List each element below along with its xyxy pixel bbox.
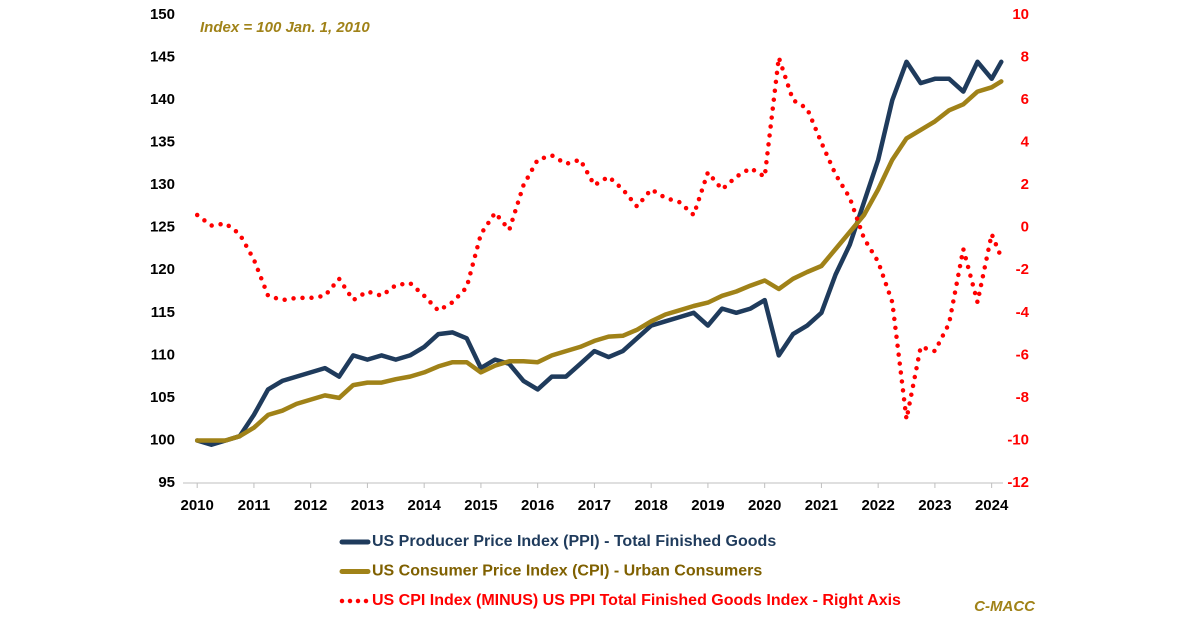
y-tick-label: 125 [150,219,175,236]
x-tick-label: 2023 [918,497,951,514]
y-tick-label: 115 [151,304,175,321]
y-tick-label: 130 [150,176,175,193]
y2-tick-label: -12 [1007,474,1029,491]
y-tick-label: 110 [151,346,175,363]
x-tick-label: 2010 [180,497,213,514]
y2-tick-label: 8 [1021,49,1029,66]
y-tick-label: 100 [150,431,175,448]
series-line [194,79,1004,443]
y-tick-label: 145 [150,49,175,66]
y2-tick-label: -4 [1016,304,1030,321]
legend-label: US CPI Index (MINUS) US PPI Total Finish… [372,592,901,609]
x-tick-label: 2022 [861,497,894,514]
x-tick-label: 2011 [238,497,271,514]
y2-tick-label: 10 [1012,6,1029,23]
annotation: Index = 100 Jan. 1, 2010 [200,19,370,36]
y2-tick-label: 2 [1021,176,1029,193]
x-tick-label: 2019 [691,497,724,514]
y2-tick-label: -6 [1016,346,1029,363]
y2-tick-label: 0 [1021,219,1029,236]
x-tick-label: 2017 [578,497,611,514]
y-tick-label: 120 [150,261,175,278]
x-tick-label: 2016 [521,497,554,514]
y-tick-label: 95 [158,474,175,491]
y-tick-label: 105 [150,389,175,406]
x-tick-label: 2020 [748,497,781,514]
legend-label: US Producer Price Index (PPI) - Total Fi… [372,533,776,550]
x-tick-label: 2015 [464,497,497,514]
x-tick-label: 2014 [407,497,441,514]
y-tick-label: 150 [150,6,175,23]
y2-tick-label: 4 [1021,134,1030,151]
x-tick-label: 2024 [975,497,1009,514]
y-tick-label: 135 [150,134,175,151]
x-tick-label: 2021 [805,497,838,514]
credit: C-MACC [974,598,1036,615]
x-tick-label: 2012 [294,497,327,514]
y2-tick-label: -2 [1016,261,1029,278]
y2-tick-label: 6 [1021,91,1029,108]
y-tick-label: 140 [150,91,175,108]
y2-tick-label: -8 [1016,389,1029,406]
x-tick-label: 2013 [351,497,384,514]
y2-tick-label: -10 [1007,431,1029,448]
x-tick-label: 2018 [634,497,667,514]
legend-label: US Consumer Price Index (CPI) - Urban Co… [372,563,762,580]
dotted-series-line [194,55,1004,422]
series-line [194,59,1004,447]
